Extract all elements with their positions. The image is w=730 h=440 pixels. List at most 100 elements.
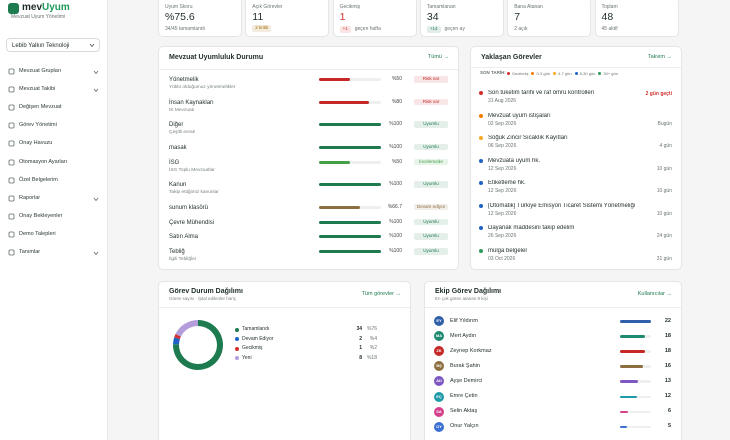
progress-track xyxy=(319,250,381,254)
row-subtitle: Takip ettiğimiz kanunlar xyxy=(169,190,219,196)
compliance-row[interactable]: Diğer Çeşitli evrak %100 Uyumlu xyxy=(159,121,458,143)
compliance-row[interactable]: Tebliğ İlgili Tebliğler %100 Uyumlu xyxy=(159,248,458,269)
legend-label: 8-30 gün xyxy=(579,70,596,76)
nav-label: Görev Yönetimi xyxy=(19,122,57,129)
compliance-row[interactable]: Kanun Takip ettiğimiz kanunlar %100 Uyumlu xyxy=(159,181,458,203)
row-name: masak xyxy=(169,144,187,151)
nav-icon xyxy=(8,104,15,111)
logo: mevUyum xyxy=(22,3,70,13)
nav-item[interactable]: Otomasyon Ayarları xyxy=(4,156,104,170)
deadline-date: 31 Aug 2026 xyxy=(488,98,517,104)
progress-bar xyxy=(319,160,350,164)
member-tasks: 16 xyxy=(664,362,671,369)
card-title: Görev Durum Dağılımı xyxy=(169,288,243,295)
select-chevron xyxy=(89,43,95,48)
compliance-row[interactable]: masak %100 Uyumlu xyxy=(159,143,458,159)
status-badge: Uyumlu xyxy=(414,121,448,128)
status-badge: Uyumlu xyxy=(414,233,448,240)
deadline-title: Mevzuata uyum hk. xyxy=(488,157,541,164)
stat-value: 7 xyxy=(514,11,521,23)
deadline-remaining: 10 gün xyxy=(656,188,672,194)
row-name: Diğer xyxy=(169,122,184,129)
stat-card: Toplam 48 45 aktif xyxy=(594,0,679,37)
compliance-card: Mevzuat Uyumluluk Durumu Tümü → Yönetmelik… xyxy=(158,46,459,270)
deadline-item[interactable]: Mevzuata uyum hk. 12 Sep 2026 10 gün xyxy=(471,157,681,177)
deadline-item[interactable]: Son tüketim tarihi ve raf ömrü kontrolle… xyxy=(471,89,681,109)
deadline-remaining: 4 gün xyxy=(659,143,672,149)
org-select[interactable]: Lebib Yalkın Teknoloji xyxy=(6,38,100,52)
deadline-item[interactable]: Dayanak maddesini takip edelim 26 Sep 202… xyxy=(471,224,681,244)
deadline-title: mülga belgeler xyxy=(488,247,528,254)
stat-note: 2 açık xyxy=(514,26,528,32)
nav-item[interactable]: Mevzuat Takibi xyxy=(4,83,104,97)
progress-bar xyxy=(620,320,651,323)
compliance-row[interactable]: İnsan Kaynakları İK Mevzuatı %80 Risk var xyxy=(159,98,458,121)
card-link[interactable]: Tümü → xyxy=(427,54,449,60)
deadline-dot xyxy=(479,91,483,95)
nav-label: Değişen Mevzuat xyxy=(19,104,62,111)
member-name: Ayşe Demirci xyxy=(450,377,483,384)
deadline-date: 06 Sep 2026 xyxy=(488,143,517,149)
legend-percent: %4 xyxy=(369,335,377,342)
compliance-row[interactable]: Çevre Mühendisi %100 Uyumlu xyxy=(159,218,458,234)
divider xyxy=(471,67,681,68)
progress-track xyxy=(319,100,381,104)
deadline-title: Son tüketim tarihi ve raf ömrü kontrolle… xyxy=(488,90,595,96)
deadline-item[interactable]: Soğuk Zincir Sıcaklık Kayıtları 06 Sep 20… xyxy=(471,134,681,154)
stat-note: 34/45 tamamlandı xyxy=(165,26,206,32)
donut-segment xyxy=(175,320,198,337)
stat-badge: +14 xyxy=(426,26,441,33)
row-name: sunum klasörü xyxy=(169,204,209,211)
progress-track xyxy=(319,123,381,127)
nav-item[interactable]: Görev Yönetimi xyxy=(4,119,104,133)
member-name: Elif Yıldırım xyxy=(450,317,479,324)
deadline-date: 03 Oct 2026 xyxy=(488,255,516,262)
deadline-item[interactable]: [Otomatik] Türkiye Emisyon Ticaret Siste… xyxy=(471,202,681,222)
deadline-item[interactable]: Mevzuat uyum istişaları 02 Sep 2026 Bugün xyxy=(471,112,681,132)
stat-label: Uyum Skoru xyxy=(165,4,193,10)
team-card: Ekip Görev Dağılımı En çok görev atanan 8… xyxy=(424,281,682,440)
nav-item[interactable]: Tanımlar xyxy=(4,246,104,260)
nav-icon xyxy=(8,231,15,238)
nav-icon xyxy=(8,177,15,183)
compliance-row[interactable]: sunum klasörü %66.7 Devam ediyor xyxy=(159,203,458,219)
compliance-row[interactable]: Satın Alma %100 Uyumlu xyxy=(159,233,458,248)
team-row: MA Mert Aydın 18 xyxy=(425,331,681,343)
nav-item[interactable]: Raporlar xyxy=(4,192,104,206)
nav-item[interactable]: Demo Talepleri xyxy=(4,228,104,242)
nav-item[interactable]: Onay Havuzu xyxy=(4,137,104,151)
nav-item[interactable]: Özel Belgelerim xyxy=(4,174,104,188)
nav-item[interactable]: Onay Bekleyenler xyxy=(4,210,104,224)
deadline-item[interactable]: Etiketleme hk. 12 Sep 2026 10 gün xyxy=(471,179,681,199)
deadline-remaining: 10 gün xyxy=(656,165,672,172)
stat-value: %75.6 xyxy=(165,11,195,23)
progress-track xyxy=(620,335,651,338)
member-tasks: 12 xyxy=(664,393,671,399)
team-row: AD Ayşe Demirci 13 xyxy=(425,376,681,388)
donut-chart xyxy=(173,320,223,370)
progress-bar xyxy=(620,350,646,353)
card-link[interactable]: Tüm görevler → xyxy=(361,291,401,297)
legend-label: Tamamlandı xyxy=(242,326,270,332)
org-select-value: Lebib Yalkın Teknoloji xyxy=(12,43,70,49)
deadline-item[interactable]: mülga belgeler 03 Oct 2026 31 gün xyxy=(471,247,681,267)
nav-item[interactable]: Mevzuat Grupları xyxy=(4,65,104,79)
avatar: SA xyxy=(434,406,444,417)
nav-item[interactable]: Değişen Mevzuat xyxy=(4,101,104,115)
row-name: Yönetmelik xyxy=(169,77,199,83)
card-link[interactable]: Takvim → xyxy=(647,54,672,60)
legend-title: SON TARİH: xyxy=(480,70,506,75)
compliance-row[interactable]: Yönetmelik Yüklü olduğumuz yönetmelikler%… xyxy=(159,76,458,98)
member-tasks: 18 xyxy=(664,347,671,354)
progress-track xyxy=(319,183,381,187)
progress-track xyxy=(620,410,651,414)
progress-bar xyxy=(319,183,381,187)
stat-value: 48 xyxy=(601,11,614,23)
deadlines-card: Yaklaşan Görevler Takvim → SON TARİH: Gecik… xyxy=(470,46,682,270)
progress-track xyxy=(620,365,651,368)
progress-bar xyxy=(620,365,643,368)
card-link[interactable]: Kullanıcılar → xyxy=(637,291,672,297)
deadline-title: Etiketleme hk. xyxy=(488,180,526,186)
compliance-row[interactable]: İSG İSG Toplu Mevzuatlar %50 İncelemede xyxy=(159,158,458,181)
